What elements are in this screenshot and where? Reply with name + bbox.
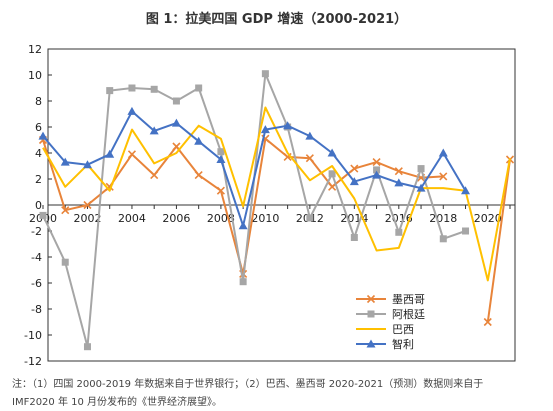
data-point-marker bbox=[438, 148, 448, 157]
chart-title: 图 1：拉美四国 GDP 增速（2000-2021） bbox=[145, 12, 408, 27]
y-tick-label: -2 bbox=[31, 225, 42, 238]
data-point-marker bbox=[61, 206, 70, 215]
y-tick-label: 2 bbox=[35, 173, 42, 186]
data-point-marker bbox=[194, 171, 203, 180]
data-point-marker bbox=[439, 172, 448, 181]
y-tick-label: -8 bbox=[31, 303, 42, 316]
data-point-marker bbox=[328, 182, 337, 191]
data-point-marker bbox=[305, 131, 315, 140]
data-point-marker bbox=[394, 178, 404, 187]
data-point-marker bbox=[150, 85, 158, 93]
data-point-marker bbox=[238, 221, 248, 230]
x-tick-label: 2006 bbox=[162, 212, 190, 225]
legend-label: 墨西哥 bbox=[392, 293, 425, 306]
data-point-marker bbox=[128, 84, 136, 92]
data-point-marker bbox=[83, 200, 92, 210]
data-point-marker bbox=[127, 150, 137, 159]
data-point-marker bbox=[372, 170, 382, 179]
y-tick-label: -6 bbox=[31, 277, 42, 290]
data-point-marker bbox=[416, 183, 426, 192]
y-tick-label: 10 bbox=[28, 69, 42, 82]
data-point-marker bbox=[150, 171, 159, 180]
data-point-marker bbox=[372, 158, 381, 167]
data-point-marker bbox=[349, 177, 359, 186]
data-point-marker bbox=[82, 160, 92, 169]
data-point-marker bbox=[328, 170, 336, 178]
data-point-marker bbox=[306, 214, 314, 222]
legend-marker bbox=[366, 339, 376, 348]
y-tick-label: 0 bbox=[35, 199, 42, 212]
data-point-marker bbox=[171, 118, 181, 127]
data-point-marker bbox=[373, 166, 381, 174]
legend-label: 巴西 bbox=[392, 323, 414, 336]
data-point-marker bbox=[350, 164, 359, 173]
data-point-marker bbox=[283, 121, 293, 130]
x-tick-label: 2002 bbox=[73, 212, 101, 225]
data-point-marker bbox=[106, 87, 114, 95]
data-point-marker bbox=[461, 186, 471, 195]
data-point-marker bbox=[483, 317, 492, 327]
data-point-marker bbox=[439, 235, 447, 243]
y-tick-label: -12 bbox=[24, 355, 42, 368]
data-point-marker bbox=[417, 165, 425, 173]
legend-label: 智利 bbox=[392, 337, 414, 351]
x-tick-label: 2020 bbox=[474, 212, 502, 225]
data-point-marker bbox=[149, 126, 159, 135]
legend-marker bbox=[366, 294, 376, 304]
y-tick-label: 12 bbox=[28, 43, 42, 56]
data-point-marker bbox=[172, 97, 180, 105]
data-point-marker bbox=[39, 211, 47, 219]
data-point-marker bbox=[239, 278, 247, 286]
y-tick-label: 4 bbox=[35, 147, 42, 160]
x-tick-label: 2004 bbox=[118, 212, 146, 225]
y-tick-label: -4 bbox=[31, 251, 42, 264]
footnote-line-2: IMF2020 年 10 月份发布的《世界经济展望》。 bbox=[12, 397, 223, 408]
data-point-marker bbox=[261, 70, 269, 78]
data-point-marker bbox=[395, 228, 403, 236]
legend-marker bbox=[367, 310, 375, 318]
legend-label: 阿根廷 bbox=[392, 307, 425, 321]
series-line-3 bbox=[42, 110, 467, 227]
footnote-line-1: 注：（1）四国 2000-2019 年数据来自于世界银行；（2）巴西、墨西哥 2… bbox=[12, 379, 484, 390]
y-tick-label: 8 bbox=[35, 95, 42, 108]
data-point-marker bbox=[83, 343, 91, 351]
data-point-marker bbox=[60, 157, 70, 166]
data-point-marker bbox=[216, 186, 225, 195]
data-point-marker bbox=[462, 227, 470, 235]
series-line-2 bbox=[42, 106, 511, 282]
y-tick-label: 6 bbox=[35, 121, 42, 134]
data-point-marker bbox=[305, 154, 314, 163]
data-point-marker bbox=[260, 125, 270, 134]
y-tick-label: -10 bbox=[24, 329, 42, 342]
data-point-marker bbox=[217, 148, 225, 156]
data-point-marker bbox=[195, 84, 203, 92]
data-point-marker bbox=[61, 258, 69, 266]
data-point-marker bbox=[38, 131, 48, 140]
data-point-marker bbox=[105, 149, 115, 158]
data-point-marker bbox=[327, 148, 337, 157]
x-tick-label: 2010 bbox=[251, 212, 279, 225]
data-point-marker bbox=[216, 155, 226, 163]
data-point-marker bbox=[127, 106, 137, 115]
data-point-marker bbox=[394, 167, 403, 176]
data-point-marker bbox=[194, 136, 204, 145]
x-tick-label: 2018 bbox=[429, 212, 457, 225]
data-point-marker bbox=[350, 234, 358, 241]
